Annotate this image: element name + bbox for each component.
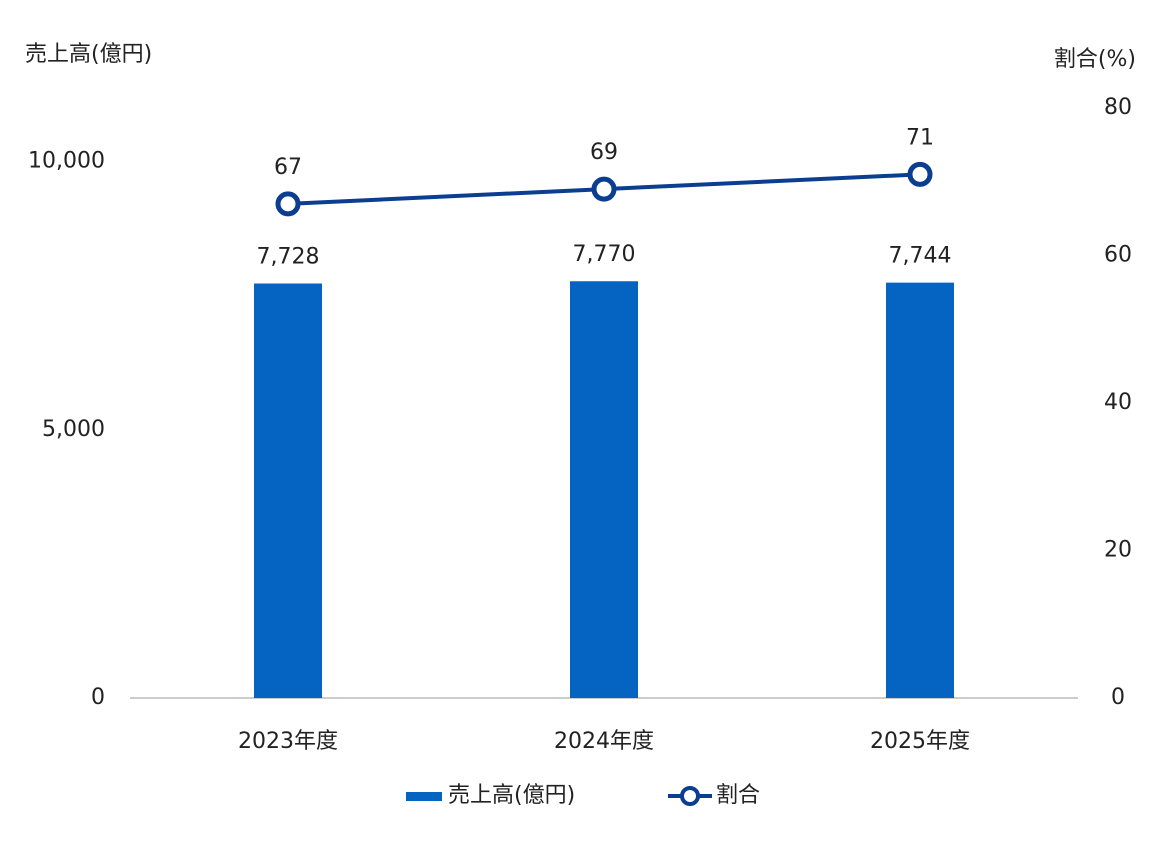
x-tick-label: 2023年度: [238, 729, 338, 754]
y2-tick-label: 80: [1104, 95, 1132, 120]
data-label: 7,744: [889, 244, 952, 269]
bar: [570, 281, 638, 698]
y2-axis-title: 割合(%): [1054, 47, 1136, 72]
y2-tick-label: 40: [1104, 390, 1132, 415]
data-label: 7,770: [573, 242, 636, 267]
x-tick-label: 2025年度: [870, 729, 970, 754]
y-axis-title: 売上高(億円): [25, 42, 152, 67]
bar: [886, 282, 954, 698]
legend-label: 売上高(億円): [448, 783, 575, 808]
y2-tick-label: 20: [1104, 538, 1132, 563]
y-tick-label: 10,000: [28, 149, 105, 174]
y-tick-label: 0: [91, 685, 105, 710]
line-marker: [275, 191, 301, 217]
legend-swatch-marker: [680, 786, 700, 806]
legend-swatch: [406, 792, 442, 801]
line-marker: [591, 176, 617, 202]
y2-tick-label: 0: [1111, 685, 1125, 710]
data-label: 69: [590, 140, 618, 165]
y-tick-label: 5,000: [42, 417, 105, 442]
data-label: 71: [906, 125, 934, 150]
x-tick-label: 2024年度: [554, 729, 654, 754]
legend-label: 割合: [716, 783, 760, 808]
data-label: 67: [274, 155, 302, 180]
y2-tick-label: 60: [1104, 243, 1132, 268]
bar: [254, 283, 322, 698]
data-label: 7,728: [257, 244, 320, 269]
line-marker: [907, 161, 933, 187]
